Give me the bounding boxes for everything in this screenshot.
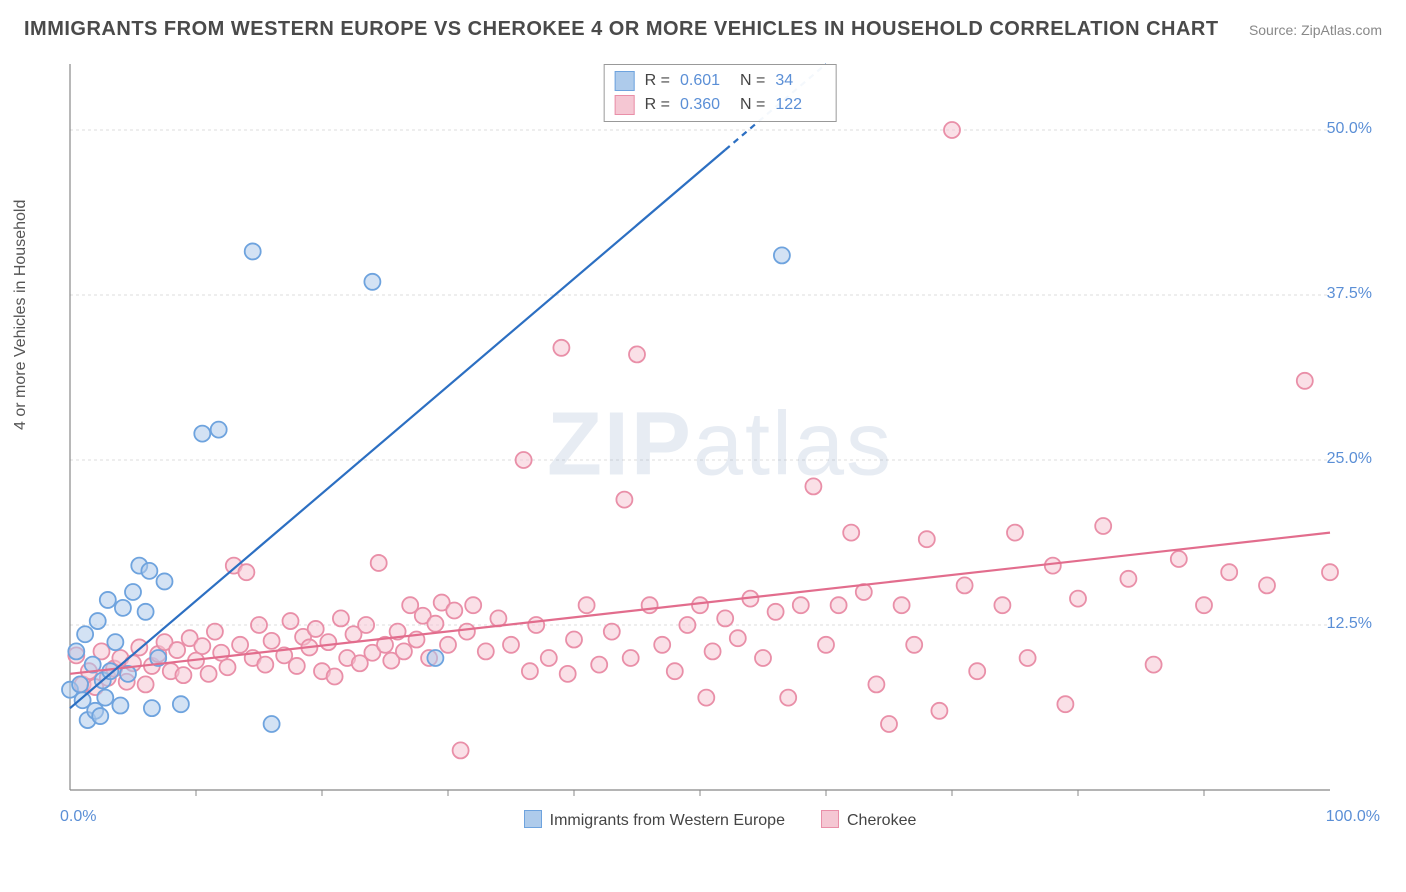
legend-swatch-blue: [524, 810, 542, 828]
y-axis-tick: 37.5%: [1327, 285, 1372, 303]
legend-item-series1: Immigrants from Western Europe: [524, 810, 785, 830]
y-axis-tick: 25.0%: [1327, 450, 1372, 468]
legend-swatch-blue: [615, 71, 635, 91]
legend-row-series2: R = 0.360 N = 122: [615, 93, 826, 117]
correlation-legend: R = 0.601 N = 34 R = 0.360 N = 122: [604, 64, 837, 122]
chart-title: IMMIGRANTS FROM WESTERN EUROPE VS CHEROK…: [24, 18, 1219, 41]
legend-swatch-pink: [821, 810, 839, 828]
series-legend: Immigrants from Western Europe Cherokee: [60, 810, 1380, 830]
y-axis-tick: 12.5%: [1327, 615, 1372, 633]
scatter-plot: [60, 60, 1380, 830]
chart-header: IMMIGRANTS FROM WESTERN EUROPE VS CHEROK…: [0, 0, 1406, 51]
chart-source: Source: ZipAtlas.com: [1249, 22, 1382, 38]
legend-row-series1: R = 0.601 N = 34: [615, 69, 826, 93]
legend-swatch-pink: [615, 95, 635, 115]
y-axis-tick: 50.0%: [1327, 120, 1372, 138]
chart-area: ZIPatlas R = 0.601 N = 34 R = 0.360 N = …: [60, 60, 1380, 830]
y-axis-label: 4 or more Vehicles in Household: [12, 200, 30, 430]
legend-item-series2: Cherokee: [821, 810, 916, 830]
